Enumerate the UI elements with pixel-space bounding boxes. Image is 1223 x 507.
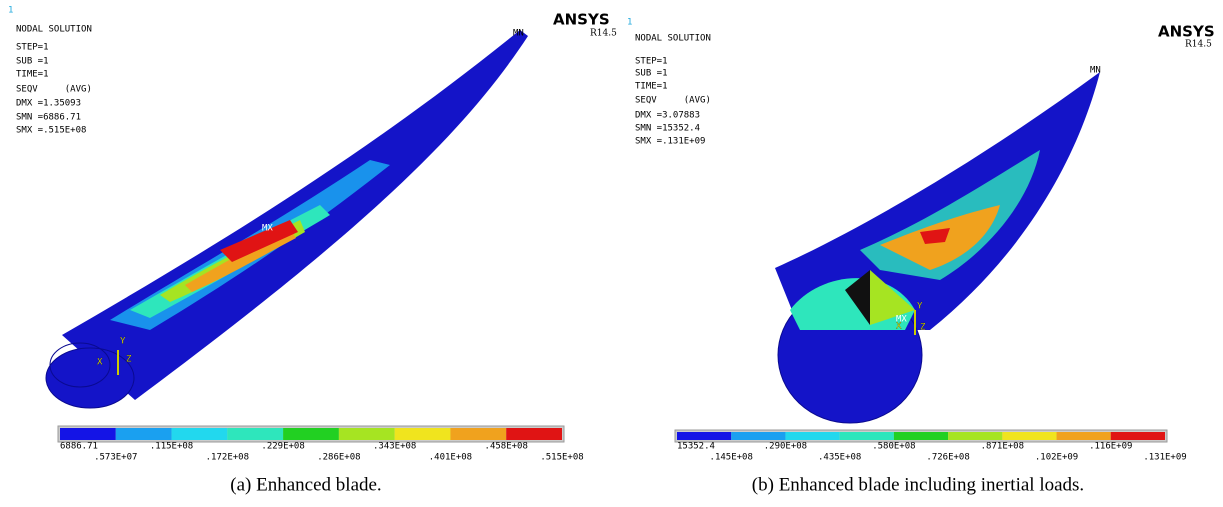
legend-swatch [731,432,785,440]
header-line: SMN =6886.71 [16,113,81,123]
legend-label: .115E+08 [150,442,193,452]
legend-swatch [894,432,948,440]
axis-label: Y [917,302,923,312]
logo: ANSYS [1158,23,1215,41]
legend-label: .401E+08 [429,453,472,463]
marker: MX [262,224,273,234]
legend-swatch [506,428,562,440]
legend-swatch [1057,432,1111,440]
marker: MN [1090,66,1101,76]
header-line: STEP=1 [16,43,49,53]
axis-label: X [896,322,902,332]
legend-label: .871E+08 [981,442,1024,452]
header-line: SEQV (AVG) [635,96,711,106]
legend-label: .172E+08 [206,453,249,463]
legend-swatch [948,432,1002,440]
legend-label: .290E+08 [764,442,807,452]
version: R14.5 [1185,40,1212,50]
legend-swatch [60,428,116,440]
marker: MN [513,29,524,39]
header-line: SMN =15352.4 [635,124,700,134]
legend-label: .286E+08 [317,453,360,463]
legend-swatch [339,428,395,440]
legend-label: .145E+08 [710,453,753,463]
header-line: TIME=1 [16,70,49,80]
header-line: DMX =3.07883 [635,111,700,121]
header-line: DMX =1.35093 [16,99,81,109]
header-line: NODAL SOLUTION [635,34,711,44]
legend-swatch [283,428,339,440]
legend-swatch [677,432,731,440]
version: R14.5 [590,29,617,39]
header-line: SUB =1 [635,69,668,79]
header-line: NODAL SOLUTION [16,25,92,35]
caption: (b) Enhanced blade including inertial lo… [752,474,1084,495]
legend-label: 6886.71 [60,442,98,452]
axis-label: Z [126,355,132,365]
legend-label: .458E+08 [485,442,528,452]
legend-label: .435E+08 [818,453,861,463]
legend-label: .343E+08 [373,442,416,452]
legend-label: 15352.4 [677,442,715,452]
legend-label: .580E+08 [872,442,915,452]
plot-id: 1 [8,6,13,16]
header-line: TIME=1 [635,82,668,92]
blade-b [775,72,1100,423]
legend-label: .102E+09 [1035,453,1078,463]
legend-swatch [785,432,839,440]
legend-label: .229E+08 [261,442,304,452]
legend-swatch [116,428,172,440]
legend-swatch [395,428,451,440]
legend-swatch [450,428,506,440]
legend-label: .116E+09 [1089,442,1132,452]
header-line: STEP=1 [635,57,668,67]
legend-swatch [227,428,283,440]
axis-label: Z [920,323,926,333]
legend-label: .573E+07 [94,453,137,463]
header-line: SUB =1 [16,57,49,67]
legend-swatch [840,432,894,440]
header-line: SMX =.515E+08 [16,126,86,136]
header-line: SMX =.131E+09 [635,137,705,147]
axis-label: Y [120,337,126,347]
figure: 1NODAL SOLUTIONSTEP=1SUB =1TIME=1SEQV (A… [0,0,1223,507]
logo: ANSYS [553,11,610,29]
header-line: SEQV (AVG) [16,85,92,95]
legend-swatch [172,428,228,440]
legend-label: .515E+08 [540,453,583,463]
legend-swatch [1002,432,1056,440]
legend-swatch [1111,432,1165,440]
legend-label: .131E+09 [1143,453,1186,463]
caption: (a) Enhanced blade. [230,474,381,495]
axis-label: X [97,358,103,368]
legend-label: .726E+08 [926,453,969,463]
plot-id: 1 [627,18,632,28]
blade-a [46,30,528,408]
